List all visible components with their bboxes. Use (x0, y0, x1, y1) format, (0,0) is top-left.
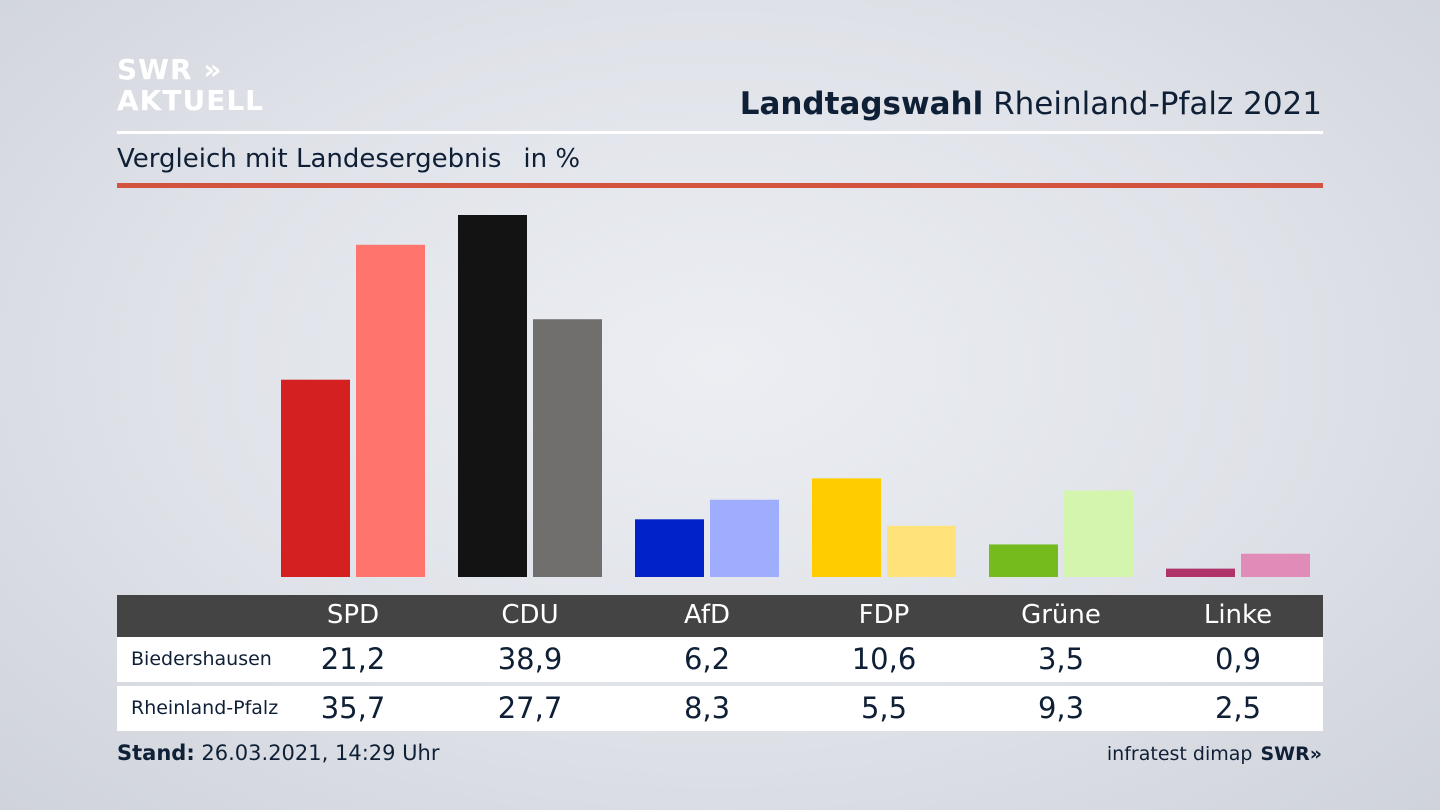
bar-linke-state (1241, 553, 1310, 577)
table-header: SPD CDU AfD FDP Grüne Linke (117, 595, 1323, 637)
bar-afd-state (710, 499, 779, 577)
party-header: SPD (326, 600, 380, 630)
table-cell: 21,2 (320, 642, 386, 676)
bar-fdp-state (887, 525, 956, 577)
title-rest: Rheinland-Pfalz 2021 (983, 86, 1322, 122)
bar-spd-state (356, 244, 425, 577)
table-cell: 10,6 (851, 642, 917, 676)
bar-grne-state (1064, 490, 1133, 577)
swr-brand-logo: SWR» (1260, 743, 1322, 765)
bar-cdu-local (458, 215, 527, 577)
party-header: Linke (1203, 600, 1273, 630)
party-header: Grüne (1021, 600, 1101, 630)
logo-line-1: SWR » (117, 53, 223, 86)
table-cell: 2,5 (1214, 691, 1262, 725)
swr-aktuell-logo: SWR » AKTUELL (117, 54, 264, 116)
stand-value: 26.03.2021, 14:29 Uhr (194, 741, 440, 765)
table-cell: 9,3 (1037, 691, 1085, 725)
source-text: infratest dimap (1106, 743, 1253, 765)
table-cell: 3,5 (1037, 642, 1085, 676)
table-row: Biedershausen 21,2 38,9 6,2 10,6 3,5 0,9 (117, 637, 1323, 682)
bar-linke-local (1166, 568, 1235, 577)
table-row: Rheinland-Pfalz 35,7 27,7 8,3 5,5 9,3 2,5 (117, 686, 1323, 731)
subtitle-text: Vergleich mit Landesergebnis (117, 144, 502, 174)
table-cell: 27,7 (497, 691, 563, 725)
party-header: AfD (683, 600, 731, 630)
bar-fdp-local (812, 478, 881, 577)
table-cell: 5,5 (860, 691, 908, 725)
timestamp: Stand: 26.03.2021, 14:29 Uhr (117, 741, 440, 765)
table-cell: 38,9 (497, 642, 563, 676)
table-cell: 8,3 (683, 691, 731, 725)
page-title: Landtagswahl Rheinland-Pfalz 2021 (740, 86, 1322, 122)
bar-grne-local (989, 544, 1058, 577)
title-bold: Landtagswahl (739, 86, 984, 122)
bar-afd-local (635, 519, 704, 577)
party-header: CDU (501, 600, 559, 630)
header-divider (117, 131, 1323, 134)
party-header: FDP (858, 600, 910, 630)
row-label: Rheinland-Pfalz (131, 697, 279, 719)
row-label: Biedershausen (131, 648, 272, 670)
logo-line-2: AKTUELL (117, 84, 265, 117)
table-cell: 0,9 (1214, 642, 1262, 676)
subtitle-unit: in % (523, 144, 581, 174)
stand-label: Stand: (117, 741, 195, 765)
bar-cdu-state (533, 319, 602, 577)
bar-spd-local (281, 379, 350, 577)
source-credit: infratest dimap SWR» (1107, 743, 1322, 765)
table-cell: 6,2 (683, 642, 731, 676)
bar-chart (281, 215, 1310, 577)
chart-subtitle: Vergleich mit Landesergebnis in % (117, 144, 580, 174)
table-cell: 35,7 (320, 691, 386, 725)
accent-divider (117, 183, 1323, 188)
